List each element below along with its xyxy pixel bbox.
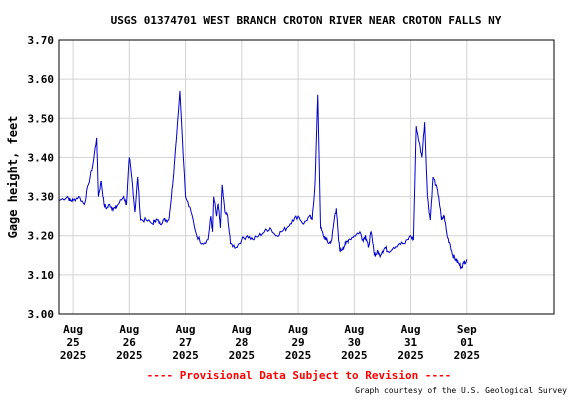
y-tick-label: 3.20 [28, 230, 55, 243]
x-tick-label: 2025 [116, 349, 143, 362]
y-tick-label: 3.40 [28, 151, 55, 164]
x-tick-label: Aug [401, 323, 421, 336]
y-axis-ticks: 3.00 3.10 3.20 3.30 3.40 3.50 3.60 3.70 [28, 34, 55, 321]
x-tick-label: Sep [457, 323, 477, 336]
y-tick-label: 3.10 [28, 269, 55, 282]
x-tick-label: Aug [232, 323, 252, 336]
x-tick-label: 2025 [341, 349, 368, 362]
gage-height-series-line [58, 90, 468, 270]
grid [59, 39, 554, 315]
x-tick-label: 2025 [60, 349, 87, 362]
x-tick-label: 2025 [172, 349, 199, 362]
plot-frame [58, 39, 555, 315]
x-tick-label: 31 [404, 336, 418, 349]
x-tick-label: 2025 [229, 349, 256, 362]
credit-text: Graph courtesy of the U.S. Geological Su… [355, 386, 567, 395]
x-tick-label: 2025 [454, 349, 481, 362]
y-tick-label: 3.00 [28, 308, 55, 321]
x-tick-label: Aug [344, 323, 364, 336]
x-tick-label: 30 [348, 336, 361, 349]
x-tick-label: Aug [288, 323, 308, 336]
x-tick-label: 2025 [285, 349, 312, 362]
x-tick-label: Aug [119, 323, 139, 336]
y-tick-label: 3.60 [28, 73, 55, 86]
x-tick-label: 01 [460, 336, 474, 349]
x-tick-label: Aug [63, 323, 83, 336]
y-axis-label: Gage height, feet [6, 116, 20, 239]
x-tick-label: 2025 [397, 349, 424, 362]
y-tick-label: 3.70 [28, 34, 55, 47]
chart-title: USGS 01374701 WEST BRANCH CROTON RIVER N… [111, 14, 502, 27]
x-tick-label: Aug [176, 323, 196, 336]
x-tick-label: 29 [291, 336, 304, 349]
x-tick-label: 26 [123, 336, 137, 349]
x-tick-label: 28 [235, 336, 248, 349]
x-axis-ticks: Aug252025Aug262025Aug272025Aug282025Aug2… [60, 323, 480, 362]
provisional-notice: ---- Provisional Data Subject to Revisio… [147, 369, 452, 382]
x-tick-label: 27 [179, 336, 192, 349]
x-tick-label: 25 [66, 336, 79, 349]
y-tick-label: 3.30 [28, 191, 55, 204]
y-tick-label: 3.50 [28, 112, 55, 125]
series-layer [58, 90, 468, 270]
